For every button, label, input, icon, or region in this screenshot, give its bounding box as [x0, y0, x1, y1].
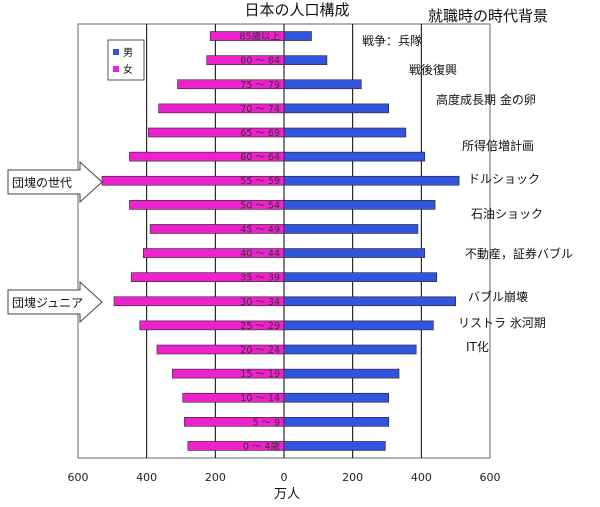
- age-label-0: 85歳以上: [239, 31, 280, 43]
- event-annotation-3: 所得倍増計画: [462, 138, 534, 153]
- bar-female-16: [184, 417, 285, 427]
- bar-male-0: [283, 31, 312, 41]
- bar-male-6: [283, 175, 460, 186]
- event-annotation-4: ドルショック: [468, 172, 540, 186]
- bar-male-17: [283, 441, 386, 451]
- x-tick-label-6: 600: [480, 471, 501, 484]
- age-label-7: 50 ～ 54: [240, 200, 280, 211]
- bar-female-7: [129, 200, 285, 210]
- bar-female-12: [139, 320, 285, 331]
- age-label-10: 35 ～ 39: [240, 273, 280, 284]
- bar-female-5: [129, 151, 285, 162]
- event-annotation-1: 戦後復興: [409, 62, 457, 77]
- x-axis-ticks: 600 400 200 0 200 400 600: [68, 471, 501, 484]
- bar-female-15: [182, 392, 285, 403]
- bar-female-11: [113, 296, 285, 307]
- age-label-2: 75 ～ 79: [240, 80, 280, 91]
- bar-male-3: [283, 103, 390, 114]
- bar-male-5: [283, 151, 426, 162]
- age-label-9: 40 ～ 44: [240, 249, 280, 260]
- age-label-17: 0 ～ 4歳: [243, 440, 281, 452]
- age-label-8: 45 ～ 49: [240, 224, 280, 235]
- bars: 85歳以上 80 ～ 84 75 ～ 79 70 ～ 74 65 ～ 69 60 ～ 64…: [101, 31, 460, 452]
- chart-title: 日本の人口構成: [244, 1, 349, 19]
- bar-female-10: [130, 272, 285, 282]
- x-tick-label-5: 400: [411, 471, 432, 484]
- bar-male-4: [283, 127, 407, 138]
- x-axis-label: 万人: [274, 487, 300, 502]
- bar-male-14: [283, 368, 400, 379]
- bar-female-1: [206, 55, 285, 65]
- x-tick-label-4: 200: [342, 471, 363, 484]
- bar-female-8: [149, 224, 285, 234]
- bar-female-9: [142, 248, 285, 258]
- event-annotation-9: IT化: [466, 340, 489, 354]
- bar-female-17: [187, 441, 285, 451]
- age-label-15: 10 ～ 14: [240, 393, 280, 404]
- event-annotation-5: 石油ショック: [471, 207, 543, 221]
- bar-female-2: [177, 79, 285, 90]
- age-label-5: 60 ～ 64: [240, 152, 280, 163]
- legend-swatch-male: [113, 49, 119, 55]
- x-tick-label-2: 200: [205, 471, 226, 484]
- age-label-13: 20 ～ 24: [240, 345, 280, 356]
- bar-male-13: [283, 344, 417, 355]
- age-label-11: 30 ～ 34: [240, 297, 280, 308]
- legend-label-female: 女: [123, 63, 133, 76]
- arrow-dankai-sedai: 団塊の世代: [7, 160, 103, 204]
- bar-male-12: [283, 320, 434, 331]
- legend-swatch-female: [113, 66, 119, 72]
- x-tick-label-0: 600: [68, 471, 89, 484]
- bar-male-7: [283, 200, 436, 210]
- age-label-3: 70 ～ 74: [240, 104, 280, 115]
- age-label-16: 5 ～ 9: [252, 417, 280, 428]
- bar-male-16: [283, 417, 390, 427]
- bar-male-8: [283, 224, 419, 234]
- bar-male-9: [283, 248, 426, 258]
- bar-male-15: [283, 392, 390, 403]
- bar-female-3: [158, 103, 285, 114]
- arrow-dankai-junior: 団塊ジュニア: [7, 280, 103, 324]
- age-label-12: 25 ～ 29: [240, 321, 280, 332]
- bar-female-6: [101, 175, 285, 186]
- bar-male-2: [283, 79, 362, 90]
- legend-label-male: 男: [123, 47, 133, 59]
- age-label-14: 15 ～ 19: [240, 369, 280, 380]
- chart-subtitle: 就職時の時代背景: [428, 7, 548, 25]
- event-annotation-6: 不動産，証券バブル: [465, 246, 573, 261]
- bar-female-4: [148, 127, 285, 138]
- event-annotation-2: 高度成長期 金の卵: [436, 92, 536, 107]
- bar-male-11: [283, 296, 456, 307]
- bar-male-10: [283, 272, 438, 282]
- grid-lines: [77, 23, 491, 459]
- bar-female-13: [156, 344, 285, 355]
- bar-male-1: [283, 55, 328, 65]
- age-label-6: 55 ～ 59: [240, 176, 280, 187]
- x-tick-label-1: 400: [136, 471, 157, 484]
- age-label-4: 65 ～ 69: [240, 128, 280, 139]
- arrow-label-dankai-sedai: 団塊の世代: [12, 175, 72, 190]
- event-annotation-0: 戦争：兵隊: [362, 33, 422, 48]
- legend: 男 女: [107, 39, 145, 81]
- arrow-label-dankai-junior: 団塊ジュニア: [12, 295, 83, 310]
- event-annotation-7: バブル崩壊: [468, 289, 528, 304]
- bar-female-0: [209, 31, 285, 41]
- x-tick-label-3: 0: [281, 471, 288, 484]
- age-label-1: 80 ～ 84: [240, 56, 280, 67]
- bar-female-14: [172, 368, 285, 379]
- event-annotation-8: リストラ 氷河期: [458, 316, 546, 330]
